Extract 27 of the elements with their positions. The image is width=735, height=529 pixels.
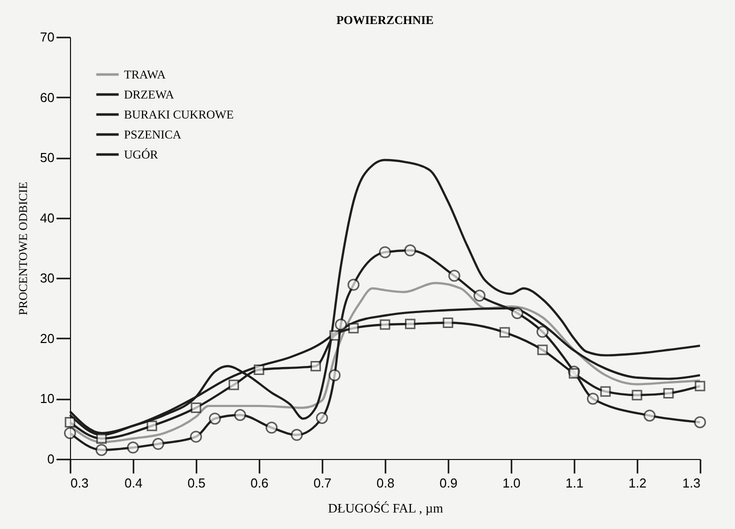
legend-label: UGÓR [124, 148, 158, 162]
legend-label: BURAKI CUKROWE [124, 108, 234, 122]
x-axis-title: DŁUGOŚĆ FAL , µm [328, 500, 444, 516]
x-tick-label: 0.9 [439, 476, 458, 490]
y-axis-title: PROCENTOWE ODBICIE [16, 182, 30, 316]
legend-label: TRAWA [124, 68, 166, 82]
x-tick-label: 0.4 [124, 476, 143, 490]
y-tick-label: 30 [40, 270, 54, 286]
y-tick-label: 40 [40, 210, 54, 226]
y-tick-label: 20 [40, 330, 54, 346]
y-tick-label: 60 [40, 90, 54, 105]
legend-label: PSZENICA [124, 128, 182, 142]
x-tick-label: 1.0 [502, 476, 521, 490]
x-tick-label: 1.3 [682, 476, 700, 490]
y-tick-label: 0 [47, 452, 54, 466]
y-tick-label: 50 [40, 150, 54, 166]
y-tick-label: 10 [40, 391, 54, 406]
x-tick-label: 1.1 [565, 476, 584, 490]
x-tick-label: 0.3 [70, 476, 89, 490]
x-tick-label: 0.5 [187, 476, 206, 490]
y-tick-label: 70 [40, 30, 54, 44]
chart-title: POWIERZCHNIE [336, 13, 434, 27]
x-tick-label: 1.2 [628, 476, 647, 490]
x-tick-label: 0.7 [313, 476, 332, 490]
x-tick-label: 0.8 [376, 476, 395, 490]
legend-label: DRZEWA [124, 88, 174, 102]
x-tick-label: 0.6 [250, 476, 269, 490]
